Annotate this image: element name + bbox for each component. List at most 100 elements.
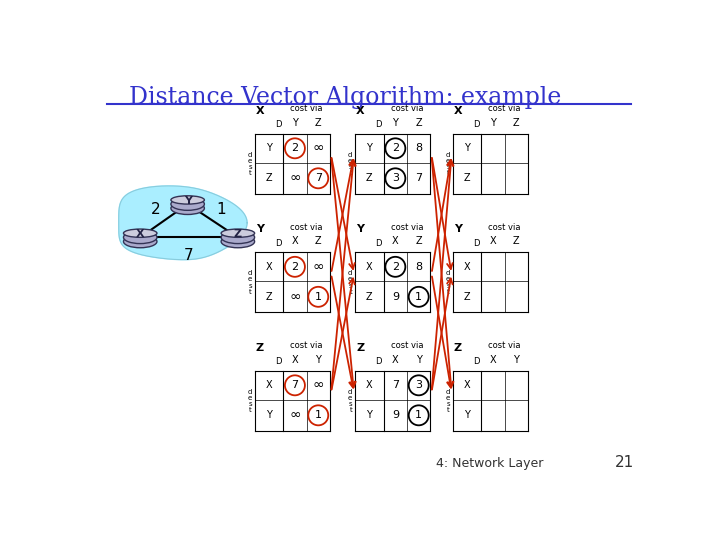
- Text: X: X: [392, 355, 399, 365]
- Text: Z: Z: [464, 292, 470, 302]
- Text: 1: 1: [415, 410, 422, 420]
- Text: D: D: [473, 120, 480, 129]
- Text: 4: Network Layer: 4: Network Layer: [436, 457, 544, 470]
- Text: s: s: [348, 282, 352, 288]
- Text: cost via: cost via: [391, 223, 423, 232]
- Text: Z: Z: [315, 118, 322, 127]
- Text: s: s: [446, 401, 450, 407]
- Text: D: D: [376, 120, 382, 129]
- Text: 7: 7: [184, 248, 194, 263]
- Text: X: X: [266, 380, 272, 390]
- Text: D: D: [473, 357, 480, 366]
- Ellipse shape: [221, 229, 255, 238]
- Text: ∞: ∞: [312, 379, 324, 393]
- Text: t: t: [349, 289, 352, 295]
- Text: D: D: [275, 120, 282, 129]
- Text: 7: 7: [315, 173, 322, 183]
- Text: Z: Z: [266, 292, 272, 302]
- Text: Z: Z: [415, 118, 422, 127]
- Text: Z: Z: [415, 236, 422, 246]
- Text: t: t: [349, 170, 352, 176]
- Text: e: e: [348, 158, 352, 164]
- Text: t: t: [447, 407, 450, 413]
- Text: 1: 1: [315, 410, 322, 420]
- Text: X: X: [454, 105, 462, 116]
- Text: X: X: [464, 262, 470, 272]
- Text: e: e: [348, 395, 352, 401]
- Text: s: s: [248, 401, 252, 407]
- Text: X: X: [292, 355, 298, 365]
- Text: 9: 9: [392, 410, 399, 420]
- Text: X: X: [464, 380, 470, 390]
- Text: d: d: [248, 152, 252, 158]
- Text: X: X: [392, 236, 399, 246]
- Text: X: X: [490, 355, 496, 365]
- Text: cost via: cost via: [290, 104, 323, 113]
- Text: Y: Y: [266, 143, 272, 153]
- Text: 2: 2: [392, 262, 399, 272]
- Text: e: e: [248, 395, 252, 401]
- Text: d: d: [348, 270, 352, 276]
- Ellipse shape: [221, 235, 255, 248]
- Text: cost via: cost via: [391, 341, 423, 350]
- Text: 2: 2: [292, 262, 299, 272]
- Text: Z: Z: [366, 292, 373, 302]
- Text: e: e: [446, 276, 450, 282]
- Text: D: D: [275, 357, 282, 366]
- Text: Y: Y: [366, 410, 372, 420]
- Text: s: s: [348, 401, 352, 407]
- Text: Z: Z: [356, 342, 364, 353]
- Text: cost via: cost via: [488, 104, 521, 113]
- Text: 3: 3: [392, 173, 399, 183]
- Text: D: D: [275, 239, 282, 248]
- Text: s: s: [446, 164, 450, 170]
- Polygon shape: [119, 186, 247, 260]
- Text: ∞: ∞: [289, 408, 301, 422]
- Text: Y: Y: [356, 224, 364, 234]
- Text: t: t: [349, 407, 352, 413]
- Text: d: d: [446, 270, 450, 276]
- Text: X: X: [266, 262, 272, 272]
- Text: d: d: [248, 270, 252, 276]
- Text: ∞: ∞: [289, 290, 301, 304]
- Text: t: t: [249, 289, 252, 295]
- Text: ∞: ∞: [312, 141, 324, 156]
- Text: Y: Y: [415, 355, 422, 365]
- Text: X: X: [256, 105, 264, 116]
- Text: 8: 8: [415, 262, 422, 272]
- Text: 2: 2: [392, 143, 399, 153]
- Text: Y: Y: [513, 355, 519, 365]
- Text: Y: Y: [266, 410, 272, 420]
- Text: d: d: [446, 152, 450, 158]
- Text: d: d: [348, 152, 352, 158]
- Text: X: X: [136, 229, 145, 239]
- Text: Z: Z: [366, 173, 373, 183]
- Text: cost via: cost via: [488, 223, 521, 232]
- Text: Y: Y: [392, 118, 398, 127]
- Ellipse shape: [124, 229, 157, 238]
- Text: t: t: [249, 407, 252, 413]
- Text: s: s: [248, 282, 252, 288]
- Text: X: X: [490, 236, 496, 246]
- Text: Y: Y: [464, 143, 470, 153]
- Text: Y: Y: [454, 224, 462, 234]
- Text: e: e: [446, 158, 450, 164]
- Ellipse shape: [171, 202, 204, 214]
- Text: cost via: cost via: [488, 341, 521, 350]
- Text: s: s: [446, 282, 450, 288]
- Text: D: D: [376, 239, 382, 248]
- Ellipse shape: [171, 196, 204, 204]
- Text: 9: 9: [392, 292, 399, 302]
- Text: d: d: [446, 389, 450, 395]
- Text: Y: Y: [315, 355, 321, 365]
- Text: e: e: [348, 276, 352, 282]
- Text: d: d: [248, 389, 252, 395]
- Text: 2: 2: [292, 143, 299, 153]
- Text: Y: Y: [256, 224, 264, 234]
- Ellipse shape: [221, 231, 255, 244]
- Text: X: X: [366, 380, 373, 390]
- Text: X: X: [356, 105, 365, 116]
- Text: Z: Z: [513, 118, 520, 127]
- Text: Y: Y: [184, 196, 192, 206]
- Text: cost via: cost via: [391, 104, 423, 113]
